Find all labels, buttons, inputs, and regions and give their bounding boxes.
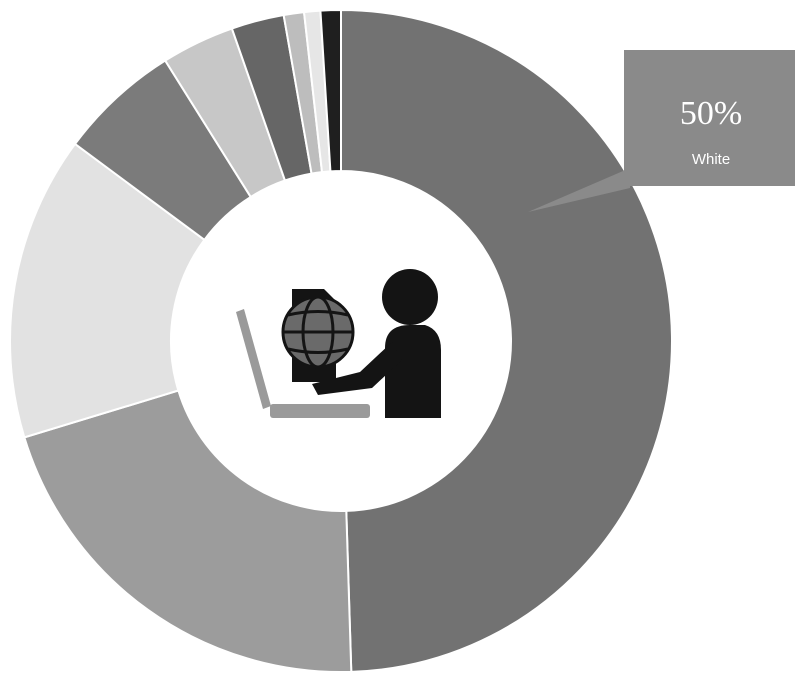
callout-value: 50% [680, 95, 742, 132]
callout-box [624, 50, 795, 186]
callout-pointer [528, 168, 630, 212]
person-head-icon [382, 269, 438, 325]
callout-label: White [692, 151, 730, 168]
globe-icon [281, 295, 355, 369]
slice-callout: 50% White [528, 50, 795, 212]
person-body-icon [385, 325, 441, 418]
person-at-computer-with-globe-icon [236, 269, 441, 418]
donut-slices [9, 8, 673, 673]
